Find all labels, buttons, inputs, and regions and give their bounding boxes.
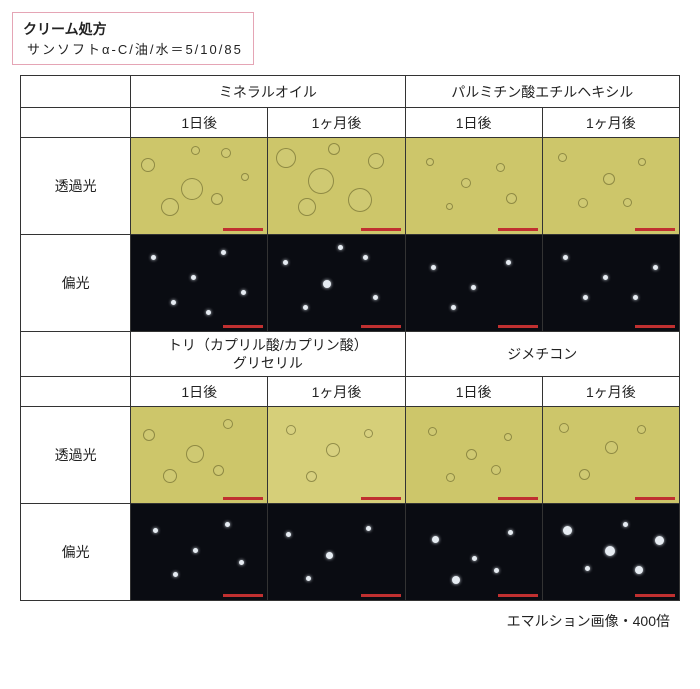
micrograph-polar: [268, 235, 404, 331]
micrograph-cell: [131, 504, 268, 601]
micrograph-polar: [131, 504, 267, 600]
micrograph-cell: [542, 504, 679, 601]
micrograph-transmit: [406, 407, 542, 503]
oil-header-mineral: ミネラルオイル: [131, 76, 405, 108]
formulation-ratio: サンソフトα-C/油/水＝5/10/85: [27, 39, 243, 58]
time-header: 1日後: [131, 108, 268, 138]
micrograph-cell: [131, 235, 268, 332]
micrograph-cell: [405, 504, 542, 601]
micrograph-cell: [542, 138, 679, 235]
micrograph-transmit: [268, 138, 404, 234]
oil-header-triglyceride: トリ（カプリル酸/カプリン酸） グリセリル: [131, 332, 405, 377]
time-header: 1ヶ月後: [542, 108, 679, 138]
micrograph-transmit: [406, 138, 542, 234]
micrograph-polar: [543, 235, 679, 331]
emulsion-table: ミネラルオイル パルミチン酸エチルヘキシル 1日後 1ヶ月後 1日後 1ヶ月後 …: [20, 75, 680, 601]
micrograph-cell: [405, 407, 542, 504]
micrograph-transmit: [131, 138, 267, 234]
micrograph-cell: [405, 138, 542, 235]
row-header-polar: 偏光: [21, 504, 131, 601]
micrograph-cell: [405, 235, 542, 332]
row-header-transmit: 透過光: [21, 138, 131, 235]
micrograph-cell: [268, 138, 405, 235]
corner-cell: [21, 76, 131, 108]
micrograph-cell: [542, 407, 679, 504]
micrograph-polar: [406, 504, 542, 600]
row-header-transmit: 透過光: [21, 407, 131, 504]
micrograph-cell: [542, 235, 679, 332]
micrograph-cell: [268, 407, 405, 504]
figure-caption: エマルション画像・400倍: [12, 611, 670, 631]
micrograph-cell: [268, 235, 405, 332]
micrograph-cell: [268, 504, 405, 601]
micrograph-polar: [406, 235, 542, 331]
corner-cell: [21, 377, 131, 407]
time-header: 1日後: [405, 108, 542, 138]
formulation-title: クリーム処方: [23, 19, 243, 39]
corner-cell: [21, 332, 131, 377]
oil-header-palmitate: パルミチン酸エチルヘキシル: [405, 76, 679, 108]
micrograph-polar: [543, 504, 679, 600]
time-header: 1ヶ月後: [268, 108, 405, 138]
micrograph-transmit: [543, 407, 679, 503]
corner-cell: [21, 108, 131, 138]
time-header: 1ヶ月後: [268, 377, 405, 407]
micrograph-polar: [268, 504, 404, 600]
micrograph-polar: [131, 235, 267, 331]
time-header: 1ヶ月後: [542, 377, 679, 407]
micrograph-cell: [131, 407, 268, 504]
formulation-header: クリーム処方 サンソフトα-C/油/水＝5/10/85: [12, 12, 254, 65]
micrograph-transmit: [543, 138, 679, 234]
oil-header-dimethicone: ジメチコン: [405, 332, 679, 377]
micrograph-transmit: [268, 407, 404, 503]
time-header: 1日後: [131, 377, 268, 407]
time-header: 1日後: [405, 377, 542, 407]
micrograph-transmit: [131, 407, 267, 503]
micrograph-cell: [131, 138, 268, 235]
row-header-polar: 偏光: [21, 235, 131, 332]
